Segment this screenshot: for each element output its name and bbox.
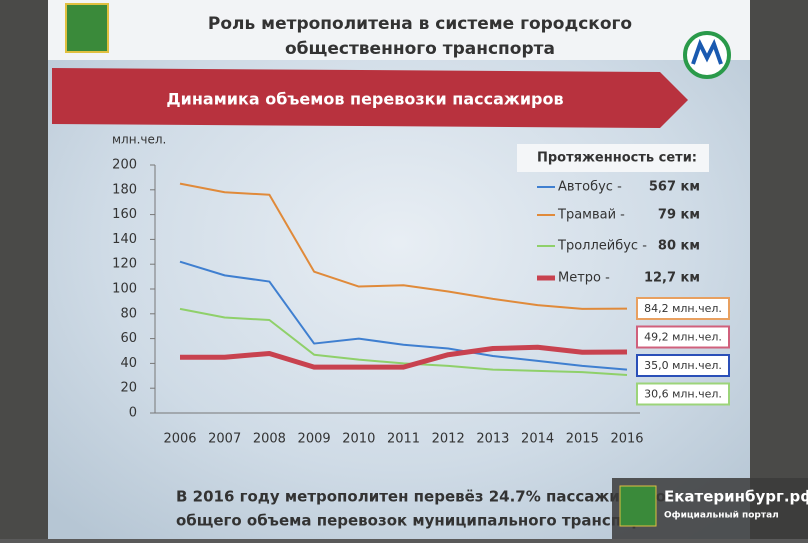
- legend-length: 567 км: [649, 180, 700, 195]
- legend-label: Троллейбус -: [557, 239, 647, 254]
- legend-label: Трамвай -: [557, 208, 625, 223]
- y-tick-label: 60: [120, 331, 137, 346]
- y-tick-label: 140: [112, 232, 137, 247]
- footer-line: общего объема перевозок муниципального т…: [176, 512, 642, 530]
- series-line: [179, 260, 628, 371]
- y-tick-label: 80: [120, 306, 137, 321]
- legend-length: 80 км: [658, 239, 700, 254]
- x-tick-label: 2010: [342, 432, 375, 447]
- y-tick-label: 180: [112, 182, 137, 197]
- banner-text: Динамика объемов перевозки пассажиров: [166, 90, 563, 109]
- end-label: 30,6 млн.чел.: [644, 388, 722, 401]
- x-tick-label: 2008: [253, 432, 286, 447]
- footer-line: В 2016 году метрополитен перевёз 24.7% п…: [176, 488, 675, 506]
- series-line: [180, 344, 628, 370]
- end-label-box: [636, 297, 730, 320]
- legend-length: 79 км: [658, 208, 700, 223]
- watermark-site: Екатеринбург.рф: [664, 488, 808, 506]
- y-tick-label: 20: [120, 381, 137, 396]
- end-label-box: [636, 382, 730, 406]
- title-line: общественного транспорта: [285, 39, 555, 59]
- legend-title: Протяженность сети:: [537, 151, 697, 166]
- y-tick-label: 100: [112, 282, 137, 297]
- metro-logo-m: [691, 38, 723, 65]
- end-label-box: [636, 354, 730, 377]
- end-label: 49,2 млн.чел.: [644, 331, 722, 344]
- legend-length: 12,7 км: [644, 271, 700, 286]
- y-tick-label: 120: [112, 257, 137, 272]
- slide-header: [48, 0, 750, 60]
- x-tick-label: 2012: [432, 432, 465, 447]
- x-tick-label: 2011: [387, 432, 420, 447]
- y-tick-label: 200: [112, 158, 137, 173]
- y-tick-label: 40: [120, 356, 137, 371]
- x-tick-label: 2016: [610, 432, 643, 447]
- y-tick-label: 160: [112, 207, 137, 222]
- x-tick-label: 2013: [476, 432, 509, 447]
- x-tick-label: 2007: [208, 432, 241, 447]
- x-tick-label: 2015: [566, 432, 599, 447]
- title-line: Роль метрополитена в системе городского: [208, 14, 632, 34]
- series-line: [179, 182, 628, 310]
- y-axis-label: млн.чел.: [112, 133, 166, 147]
- legend-label: Автобус -: [558, 180, 622, 195]
- x-tick-label: 2009: [298, 432, 331, 447]
- legend-label: Метро -: [558, 271, 610, 286]
- end-label: 35,0 млн.чел.: [644, 359, 722, 372]
- coat-of-arms: [65, 3, 109, 53]
- series-line: [179, 307, 628, 377]
- end-label: 84,2 млн.чел.: [644, 302, 722, 315]
- banner: [52, 68, 688, 128]
- x-tick-label: 2014: [521, 432, 554, 447]
- watermark-emblem: [619, 485, 657, 527]
- watermark-caption: Официальный портал: [664, 511, 779, 521]
- legend-title-box: [517, 144, 709, 172]
- end-label-box: [636, 325, 730, 349]
- y-tick-label: 0: [129, 406, 137, 421]
- x-tick-label: 2006: [163, 432, 196, 447]
